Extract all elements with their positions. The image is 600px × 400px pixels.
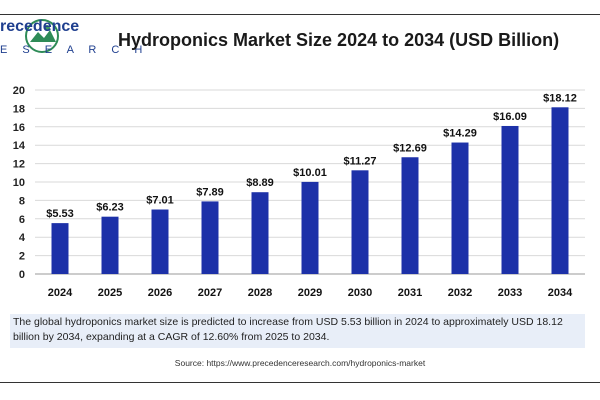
data-label: $12.69	[393, 142, 427, 154]
data-label: $8.89	[246, 177, 274, 189]
y-tick-label: 6	[19, 214, 25, 226]
y-tick-label: 12	[13, 159, 25, 171]
x-tick-label: 2026	[148, 287, 172, 299]
y-tick-label: 14	[13, 140, 26, 152]
y-tick-label: 0	[19, 269, 25, 281]
logo: recedence E S E A R C H	[0, 18, 142, 68]
data-label: $10.01	[293, 167, 327, 179]
x-tick-label: 2034	[548, 287, 573, 299]
bar-2032	[451, 142, 469, 274]
x-tick-label: 2025	[98, 287, 122, 299]
logo-emblem-icon	[25, 19, 59, 53]
data-label: $7.01	[146, 195, 174, 207]
x-tick-label: 2030	[348, 287, 372, 299]
bottom-divider	[0, 382, 600, 383]
bar-2030	[351, 170, 369, 274]
data-label: $7.89	[196, 186, 224, 198]
logo-text-line1: recedence	[0, 18, 80, 35]
x-tick-label: 2029	[298, 287, 322, 299]
bar-2028	[251, 192, 269, 274]
top-divider	[0, 14, 600, 15]
x-tick-label: 2028	[248, 287, 272, 299]
bar-2027	[201, 201, 219, 274]
y-tick-label: 2	[19, 251, 25, 263]
x-tick-label: 2033	[498, 287, 522, 299]
bar-chart: 0 2 4 6 8 10 12 14 16 18 20 $5.53 2024 $6.23 2025 $7.0…	[13, 85, 585, 299]
y-tick-label: 10	[13, 177, 25, 189]
bar-2029	[301, 181, 319, 274]
source-link: Source: https://www.precedenceresearch.c…	[174, 358, 426, 368]
bar-2034	[551, 107, 569, 275]
bar-2025	[101, 216, 119, 274]
bar-2024	[51, 223, 69, 274]
y-tick-label: 18	[13, 103, 25, 115]
y-tick-label: 4	[19, 232, 26, 244]
x-tick-label: 2032	[448, 287, 472, 299]
y-tick-label: 16	[13, 122, 25, 134]
y-tick-label: 20	[13, 85, 25, 97]
data-label: $18.12	[543, 92, 577, 104]
data-label: $14.29	[443, 128, 477, 140]
y-tick-label: 8	[19, 195, 25, 207]
data-label: $5.53	[46, 208, 74, 220]
data-label: $11.27	[343, 155, 376, 167]
bar-2033	[501, 125, 519, 274]
bar-2026	[151, 209, 169, 274]
x-tick-label: 2024	[48, 287, 73, 299]
logo-text-line2: E S E A R C H	[0, 44, 149, 56]
chart-description: The global hydroponics market size is pr…	[10, 314, 585, 348]
data-label: $6.23	[96, 202, 124, 214]
page-title: Hydroponics Market Size 2024 to 2034 (US…	[118, 30, 560, 50]
x-tick-label: 2031	[398, 287, 422, 299]
data-label: $16.09	[493, 111, 527, 123]
x-tick-label: 2027	[198, 287, 222, 299]
bar-2031	[401, 157, 419, 274]
